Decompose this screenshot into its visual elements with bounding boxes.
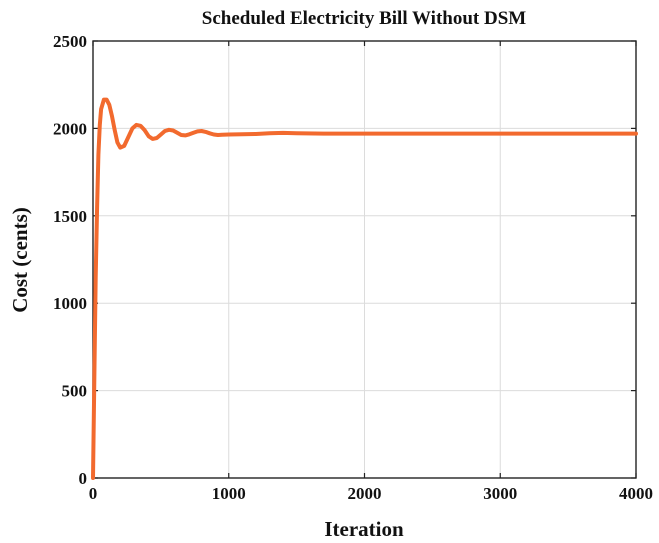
y-axis-title: Cost (cents) [8,207,32,313]
y-tick-label: 1500 [53,207,87,226]
x-tick-label: 4000 [619,484,653,503]
series-group [91,97,638,480]
y-tick-label: 500 [62,382,88,401]
x-axis-title: Iteration [324,517,404,541]
y-tick-label: 2500 [53,32,87,51]
x-tick-label: 2000 [348,484,382,503]
y-tick-label: 1000 [53,294,87,313]
series-line [91,97,638,480]
y-tick-label: 2000 [53,119,87,138]
ticks: 0 1000 2000 3000 4000 0 500 1000 1500 2000 2500 [53,32,653,503]
y-tick-label: 0 [79,469,88,488]
x-tick-label: 0 [89,484,98,503]
chart-title: Scheduled Electricity Bill Without DSM [202,8,526,29]
x-tick-label: 3000 [483,484,517,503]
x-tick-label: 1000 [212,484,246,503]
grid [92,40,637,479]
